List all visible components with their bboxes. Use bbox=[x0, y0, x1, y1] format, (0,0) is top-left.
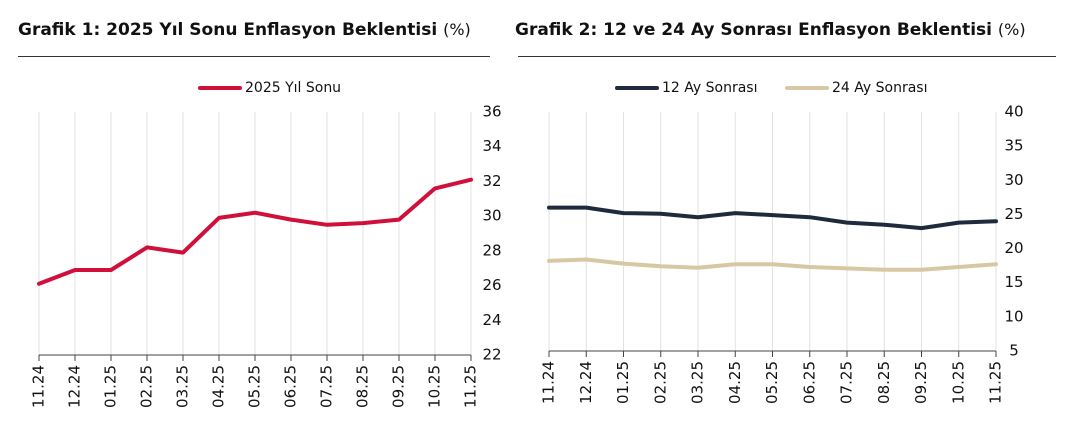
chart2-x-tick-label: 11.24 bbox=[540, 361, 558, 404]
chart2-title-text: Grafik 2: 12 ve 24 Ay Sonrası Enflasyon … bbox=[515, 20, 992, 40]
chart2-x-tick-label: 11.25 bbox=[987, 361, 1005, 404]
chart1-title-rule bbox=[18, 56, 490, 57]
chart2-y-tick-label: 30 bbox=[1004, 171, 1023, 189]
chart2-y-tick-label: 40 bbox=[1004, 103, 1023, 121]
chart1-x-tick-label: 05.25 bbox=[246, 365, 264, 408]
chart2-x-tick-label: 12.24 bbox=[577, 361, 595, 404]
chart2-y-tick-label: 10 bbox=[1004, 307, 1023, 325]
chart2-x-tick-label: 05.25 bbox=[763, 361, 781, 404]
chart1-y-tick-label: 24 bbox=[482, 311, 501, 329]
chart2-x-tick-label: 09.25 bbox=[912, 361, 930, 404]
chart1-title-text: Grafik 1: 2025 Yıl Sonu Enflasyon Beklen… bbox=[18, 20, 438, 40]
chart1-title: Grafik 1: 2025 Yıl Sonu Enflasyon Beklen… bbox=[18, 20, 471, 40]
chart2-y-tick-label: 25 bbox=[1004, 205, 1023, 223]
chart2-y-tick-label: 20 bbox=[1004, 239, 1023, 257]
chart2-y-tick-label: 35 bbox=[1004, 137, 1023, 155]
chart2-legend-label-2: 24 Ay Sonrası bbox=[832, 80, 927, 96]
chart2-x-tick-label: 10.25 bbox=[949, 361, 967, 404]
chart1-x-tick-label: 11.24 bbox=[30, 365, 48, 408]
chart1-y-tick-label: 30 bbox=[482, 207, 501, 225]
chart1-y-tick-label: 36 bbox=[482, 103, 501, 121]
chart1-x-tick-label: 04.25 bbox=[210, 365, 228, 408]
chart1-x-tick-label: 09.25 bbox=[390, 365, 408, 408]
chart1-x-tick-label: 06.25 bbox=[282, 365, 300, 408]
chart2-y-tick-label: 15 bbox=[1004, 273, 1023, 291]
chart1-y-tick-label: 32 bbox=[482, 172, 501, 190]
chart2-x-tick-label: 03.25 bbox=[689, 361, 707, 404]
chart2-x-tick-label: 08.25 bbox=[875, 361, 893, 404]
chart2-title-unit: (%) bbox=[997, 20, 1026, 39]
chart2-x-tick-label: 07.25 bbox=[838, 361, 856, 404]
chart1-y-tick-label: 28 bbox=[482, 241, 501, 259]
chart1-legend-label-1: 2025 Yıl Sonu bbox=[245, 80, 341, 96]
chart1-y-tick-label: 34 bbox=[482, 137, 501, 155]
chart1-y-tick-label: 26 bbox=[482, 276, 501, 294]
chart1-x-tick-label: 10.25 bbox=[426, 365, 444, 408]
chart2-series-line-2 bbox=[547, 257, 998, 272]
chart1-x-tick-label: 02.25 bbox=[138, 365, 156, 408]
chart1-x-tick-label: 07.25 bbox=[318, 365, 336, 408]
chart2-title: Grafik 2: 12 ve 24 Ay Sonrası Enflasyon … bbox=[515, 20, 1026, 40]
chart2-series-line-1 bbox=[547, 205, 998, 231]
chart1-x-tick-label: 01.25 bbox=[102, 365, 120, 408]
chart1-x-tick-label: 03.25 bbox=[174, 365, 192, 408]
chart1-title-unit: (%) bbox=[443, 20, 471, 39]
chart1-series-line-1 bbox=[37, 177, 473, 286]
chart2-x-tick-label: 04.25 bbox=[726, 361, 744, 404]
chart1-x-tick-label: 11.25 bbox=[462, 365, 480, 408]
chart2-y-tick-label: 5 bbox=[1009, 342, 1019, 360]
chart1-x-tick-label: 08.25 bbox=[354, 365, 372, 408]
chart1-y-tick-label: 22 bbox=[482, 346, 501, 364]
chart1-x-tick-label: 12.24 bbox=[66, 365, 84, 408]
chart2: 11.24 12.24 01.25 02.25 03.25 04.25 05.25 06.25… bbox=[540, 80, 1024, 404]
chart2-x-tick-label: 01.25 bbox=[614, 361, 632, 404]
chart2-legend-label-1: 12 Ay Sonrası bbox=[662, 80, 757, 96]
chart2-title-rule bbox=[518, 56, 1056, 57]
chart2-x-tick-label: 02.25 bbox=[651, 361, 669, 404]
chart2-x-tick-label: 06.25 bbox=[800, 361, 818, 404]
chart1: 11.24 12.24 01.25 02.25 03.25 04.25 05.25 06.25… bbox=[30, 80, 502, 408]
